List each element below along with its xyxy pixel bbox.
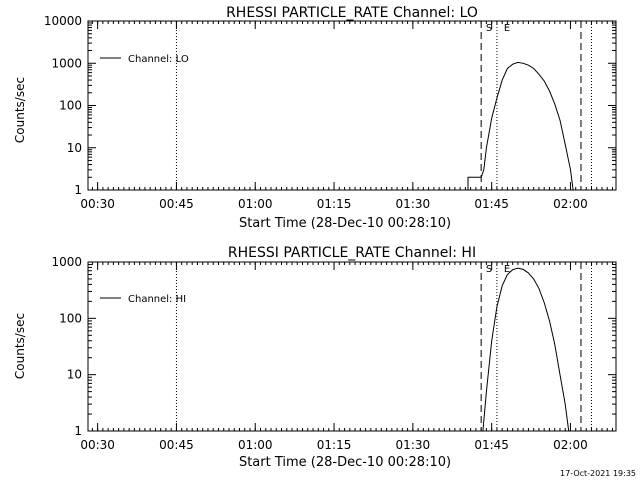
chart-lo-vlines — [175, 21, 592, 190]
chart-lo-axes: 00:30 00:45 01:00 01:15 01:30 01:45 02:00 1 10 10… — [44, 14, 616, 211]
x-tick-label: 02:00 — [553, 438, 588, 452]
chart-lo: RHESSI PARTICLE_RATE Channel: LO 00:30 00… — [13, 5, 617, 231]
y-tick-label: 10000 — [44, 14, 82, 28]
y-tick-label: 100 — [59, 311, 82, 325]
chart-lo-start-marker: S — [486, 23, 492, 34]
chart-hi-xlabel: Start Time (28-Dec-10 00:28:10) — [239, 455, 451, 470]
y-tick-label: 1000 — [51, 56, 82, 70]
x-tick-label: 00:30 — [80, 197, 115, 211]
chart-hi-axes: 00:30 00:45 01:00 01:15 01:30 01:45 02:00 1 10 10… — [51, 255, 616, 452]
chart-hi-title: RHESSI PARTICLE_RATE Channel: HI — [228, 245, 476, 261]
y-tick-label: 10 — [67, 368, 82, 382]
chart-hi-end-marker: E — [504, 264, 510, 275]
chart-hi: RHESSI PARTICLE_RATE Channel: HI 00:30 00… — [13, 245, 617, 470]
x-tick-label: 01:30 — [396, 438, 431, 452]
chart-hi-ylabel: Counts/sec — [13, 313, 27, 379]
x-tick-label: 01:45 — [474, 197, 509, 211]
y-tick-label: 1 — [74, 424, 82, 438]
chart-hi-start-marker: S — [486, 264, 492, 275]
x-tick-label: 01:15 — [317, 197, 352, 211]
x-tick-label: 01:45 — [474, 438, 509, 452]
chart-lo-end-marker: E — [504, 23, 510, 34]
chart-lo-title: RHESSI PARTICLE_RATE Channel: LO — [226, 5, 478, 21]
chart-hi-plot-frame — [87, 261, 617, 432]
y-tick-label: 10 — [67, 141, 82, 155]
chart-hi-vlines — [175, 262, 592, 431]
chart-lo-legend: Channel: LO — [100, 54, 189, 65]
chart-hi-legend: Channel: HI — [100, 294, 186, 305]
x-tick-label: 00:30 — [80, 438, 115, 452]
y-tick-label: 1000 — [51, 255, 82, 269]
x-tick-label: 01:15 — [317, 438, 352, 452]
x-tick-label: 00:45 — [159, 438, 194, 452]
footer-timestamp: 17-Oct-2021 19:35 — [560, 469, 636, 478]
chart-lo-xlabel: Start Time (28-Dec-10 00:28:10) — [239, 216, 451, 231]
x-tick-label: 01:30 — [396, 197, 431, 211]
chart-lo-series-line — [467, 61, 574, 191]
y-tick-label: 100 — [59, 99, 82, 113]
chart-hi-series-line — [482, 267, 570, 432]
chart-hi-legend-label: Channel: HI — [128, 294, 186, 305]
chart-lo-legend-label: Channel: LO — [128, 54, 189, 65]
x-tick-label: 01:00 — [238, 197, 273, 211]
y-tick-label: 1 — [74, 183, 82, 197]
chart-lo-ylabel: Counts/sec — [13, 77, 27, 143]
x-tick-label: 01:00 — [238, 438, 273, 452]
x-tick-label: 02:00 — [553, 197, 588, 211]
x-tick-label: 00:45 — [159, 197, 194, 211]
chart-lo-plot-frame — [87, 20, 617, 191]
